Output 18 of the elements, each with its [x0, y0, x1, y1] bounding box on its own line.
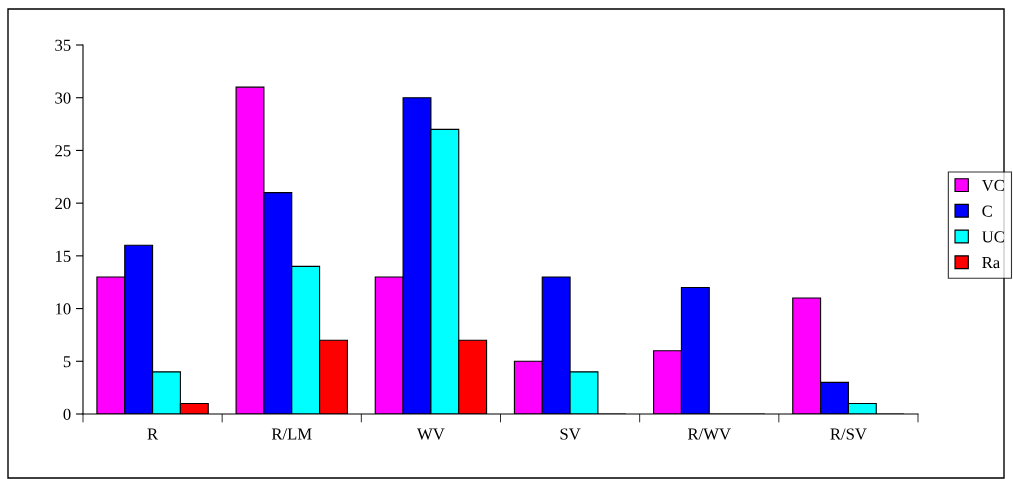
legend-label: Ra	[982, 257, 1000, 269]
legend-label: C	[982, 205, 992, 217]
legend-label: VC	[981, 179, 1004, 192]
x-tick-label: R/LM	[271, 428, 312, 440]
x-tick-label: WV	[417, 428, 445, 440]
x-tick-label: R	[147, 428, 159, 440]
y-tick-label: 30	[55, 92, 71, 104]
legend-label: UC	[982, 231, 1004, 243]
x-tick-label: SV	[560, 428, 581, 440]
y-tick-label: 15	[55, 250, 71, 262]
y-tick-label: 0	[63, 408, 71, 420]
y-tick-label: 10	[55, 303, 71, 315]
y-tick-label: 5	[63, 356, 71, 368]
x-tick-label: R/SV	[830, 428, 867, 440]
y-tick-label: 25	[55, 145, 71, 157]
y-tick-label: 20	[55, 197, 71, 210]
y-tick-label: 35	[55, 39, 71, 51]
x-tick-label: R/WV	[687, 428, 731, 440]
